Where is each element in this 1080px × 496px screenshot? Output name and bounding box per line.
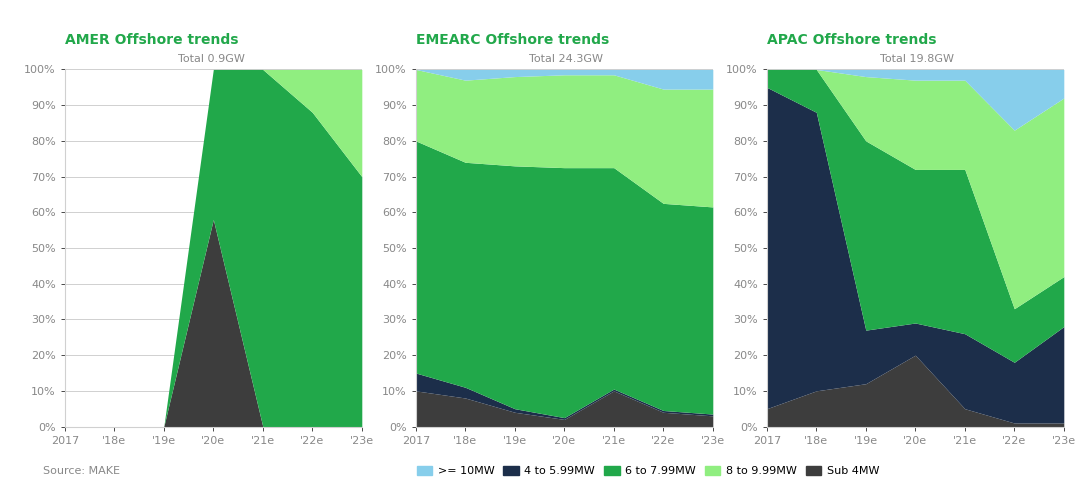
Text: EMEARC Offshore trends: EMEARC Offshore trends	[416, 33, 609, 48]
Text: Source: MAKE: Source: MAKE	[43, 466, 120, 476]
Text: AMER Offshore trends: AMER Offshore trends	[65, 33, 239, 48]
Text: Total 19.8GW: Total 19.8GW	[879, 54, 954, 64]
Legend: >= 10MW, 4 to 5.99MW, 6 to 7.99MW, 8 to 9.99MW, Sub 4MW: >= 10MW, 4 to 5.99MW, 6 to 7.99MW, 8 to …	[413, 461, 883, 481]
Text: Total 24.3GW: Total 24.3GW	[529, 54, 603, 64]
Text: Total 0.9GW: Total 0.9GW	[177, 54, 244, 64]
Text: APAC Offshore trends: APAC Offshore trends	[767, 33, 936, 48]
